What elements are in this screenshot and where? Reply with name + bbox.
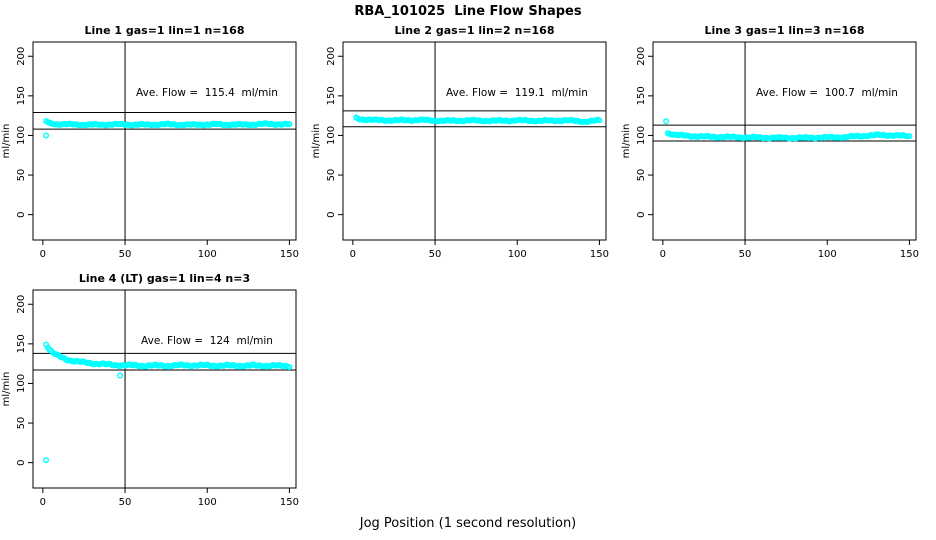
- reference-lines: [653, 42, 916, 240]
- subplot-line1-ave-flow-label: Ave. Flow = 115.4 ml/min: [136, 87, 278, 99]
- reference-lines: [33, 42, 296, 240]
- axes: 0 50 100 150 0 50 100 150 200 ml/min: [621, 41, 919, 260]
- subplot-line2-title: Line 2 gas=1 lin=2 n=168: [394, 24, 555, 37]
- svg-text:50: 50: [16, 417, 27, 430]
- reference-lines: [33, 290, 296, 488]
- axes: 0 50 100 150 0 50 100 150 200 ml/min: [311, 41, 609, 260]
- svg-text:50: 50: [16, 169, 27, 182]
- svg-text:150: 150: [280, 249, 299, 260]
- svg-text:0: 0: [660, 249, 666, 260]
- subplot-line4-title: Line 4 (LT) gas=1 lin=4 n=3: [78, 272, 251, 285]
- svg-text:0: 0: [40, 249, 46, 260]
- subplot-line1-canvas: 0 50 100 150 0 50 100 150 200 ml/min: [1, 41, 299, 260]
- svg-text:100: 100: [198, 497, 217, 508]
- subplot-line2-canvas: 0 50 100 150 0 50 100 150 200 ml/min: [311, 41, 609, 260]
- svg-text:150: 150: [900, 249, 919, 260]
- svg-text:100: 100: [16, 126, 27, 145]
- subplot-line3-ave-flow-label: Ave. Flow = 100.7 ml/min: [756, 87, 898, 99]
- figure-title: RBA_101025 Line Flow Shapes: [354, 4, 582, 19]
- reference-lines: [343, 42, 606, 240]
- subplot-line1: Line 1 gas=1 lin=1 n=168 Ave. Flow = 115…: [0, 20, 316, 268]
- subplot-line3: Line 3 gas=1 lin=3 n=168 Ave. Flow = 100…: [620, 20, 936, 268]
- data-points: [353, 114, 603, 126]
- svg-text:100: 100: [818, 249, 837, 260]
- axes: 0 50 100 150 0 50 100 150 200 ml/min: [1, 289, 299, 508]
- y-axis-label: ml/min: [311, 124, 322, 159]
- subplot-line4: Line 4 (LT) gas=1 lin=4 n=3 Ave. Flow = …: [0, 268, 316, 516]
- svg-text:50: 50: [326, 169, 337, 182]
- svg-text:0: 0: [350, 249, 356, 260]
- svg-text:100: 100: [16, 374, 27, 393]
- svg-text:200: 200: [636, 47, 647, 66]
- svg-text:0: 0: [636, 211, 647, 217]
- subplot-line1-title: Line 1 gas=1 lin=1 n=168: [84, 24, 245, 37]
- svg-text:150: 150: [636, 86, 647, 105]
- subplot-line2-ave-flow-label: Ave. Flow = 119.1 ml/min: [446, 87, 588, 99]
- svg-text:100: 100: [326, 126, 337, 145]
- svg-text:200: 200: [326, 47, 337, 66]
- y-axis-label: ml/min: [1, 372, 12, 407]
- data-points: [43, 341, 293, 464]
- svg-text:150: 150: [16, 334, 27, 353]
- subplot-line3-canvas: 0 50 100 150 0 50 100 150 200 ml/min: [621, 41, 919, 260]
- svg-text:50: 50: [636, 169, 647, 182]
- svg-text:0: 0: [16, 211, 27, 217]
- svg-text:100: 100: [508, 249, 527, 260]
- subplot-line4-canvas: 0 50 100 150 0 50 100 150 200 ml/min: [1, 289, 299, 508]
- svg-text:0: 0: [40, 497, 46, 508]
- subplot-line2: Line 2 gas=1 lin=2 n=168 Ave. Flow = 119…: [310, 20, 626, 268]
- svg-text:200: 200: [16, 47, 27, 66]
- svg-text:50: 50: [429, 249, 442, 260]
- data-points: [663, 118, 913, 142]
- y-axis-label: ml/min: [1, 124, 12, 159]
- svg-text:150: 150: [590, 249, 609, 260]
- svg-text:100: 100: [198, 249, 217, 260]
- axes: 0 50 100 150 0 50 100 150 200 ml/min: [1, 41, 299, 260]
- svg-text:200: 200: [16, 295, 27, 314]
- subplot-line3-title: Line 3 gas=1 lin=3 n=168: [704, 24, 865, 37]
- svg-text:100: 100: [636, 126, 647, 145]
- svg-text:50: 50: [119, 249, 132, 260]
- svg-text:150: 150: [280, 497, 299, 508]
- y-axis-label: ml/min: [621, 124, 632, 159]
- x-axis-label: Jog Position (1 second resolution): [359, 516, 577, 531]
- subplot-line4-ave-flow-label: Ave. Flow = 124 ml/min: [141, 335, 273, 347]
- svg-text:0: 0: [16, 459, 27, 465]
- svg-text:50: 50: [739, 249, 752, 260]
- svg-text:50: 50: [119, 497, 132, 508]
- svg-text:0: 0: [326, 211, 337, 217]
- svg-text:150: 150: [16, 86, 27, 105]
- svg-text:150: 150: [326, 86, 337, 105]
- data-points: [43, 117, 293, 139]
